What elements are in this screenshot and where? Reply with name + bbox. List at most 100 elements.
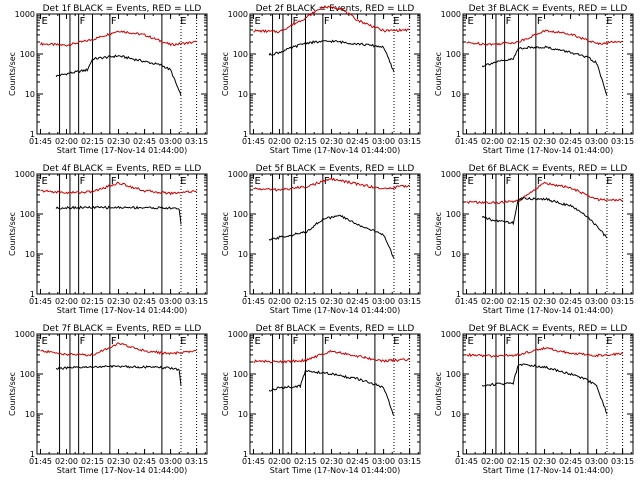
x-tick-label: 01:45: [242, 297, 265, 306]
y-tick-label: 10: [25, 250, 35, 259]
lld-series-line: [40, 342, 197, 357]
y-axis-label: Counts/sec: [8, 212, 17, 256]
y-axis-label: Counts/sec: [434, 52, 443, 96]
y-tick-label: 10: [25, 90, 35, 99]
y-tick-label: 1: [243, 450, 248, 459]
region-label: E: [467, 176, 473, 187]
region-label: E: [41, 176, 47, 187]
region-label: F: [111, 336, 117, 347]
lld-series-line: [253, 349, 410, 364]
lld-series-line: [253, 177, 410, 192]
chart-title: Det 1f BLACK = Events, RED = LLD: [43, 4, 202, 14]
y-tick-label: 100: [446, 210, 461, 219]
x-tick-label: 03:15: [185, 457, 208, 466]
x-tick-label: 03:00: [159, 457, 182, 466]
y-tick-label: 10: [451, 250, 461, 259]
region-label: F: [293, 336, 299, 347]
x-tick-label: 03:00: [585, 457, 608, 466]
events-series-line: [55, 364, 182, 387]
lld-series-line: [466, 29, 623, 46]
x-tick-label: 02:45: [559, 457, 582, 466]
chart-title: Det 6f BLACK = Events, RED = LLD: [469, 164, 628, 174]
region-label: F: [537, 16, 543, 27]
x-tick-label: 02:45: [346, 137, 369, 146]
chart-panel: Det 3f BLACK = Events, RED = LLD 1 10 100 10…: [434, 4, 634, 155]
region-label: F: [506, 16, 512, 27]
events-series-line: [481, 363, 608, 415]
region-label: F: [80, 176, 86, 187]
events-series-line: [268, 368, 395, 417]
y-tick-label: 1000: [15, 170, 35, 179]
y-tick-label: 100: [233, 370, 248, 379]
x-tick-label: 02:15: [294, 297, 317, 306]
y-tick-label: 100: [20, 210, 35, 219]
x-axis-label: Start Time (17-Nov-14 01:44:00): [57, 146, 187, 155]
region-label: F: [324, 16, 330, 27]
x-tick-label: 03:15: [611, 457, 634, 466]
x-tick-label: 02:15: [507, 137, 530, 146]
x-tick-label: 02:30: [320, 137, 343, 146]
x-tick-label: 03:15: [398, 297, 421, 306]
chart-title: Det 5f BLACK = Events, RED = LLD: [256, 164, 415, 174]
x-tick-label: 03:00: [372, 137, 395, 146]
y-tick-label: 1: [30, 450, 35, 459]
y-tick-label: 1: [243, 130, 248, 139]
region-label: E: [41, 336, 47, 347]
x-tick-label: 01:45: [455, 457, 478, 466]
x-tick-label: 01:45: [242, 137, 265, 146]
plot-frame: [249, 13, 421, 135]
x-tick-label: 02:00: [481, 457, 504, 466]
x-tick-label: 02:30: [533, 137, 556, 146]
y-tick-label: 10: [451, 410, 461, 419]
x-axis-label: Start Time (17-Nov-14 01:44:00): [270, 306, 400, 315]
region-label: E: [606, 16, 612, 27]
events-series-line: [481, 45, 608, 96]
x-axis-label: Start Time (17-Nov-14 01:44:00): [57, 306, 187, 315]
x-tick-label: 03:00: [372, 457, 395, 466]
chart-title: Det 2f BLACK = Events, RED = LLD: [256, 4, 415, 14]
x-tick-label: 01:45: [242, 457, 265, 466]
chart-title: Det 8f BLACK = Events, RED = LLD: [256, 324, 415, 334]
lld-series-line: [466, 346, 623, 358]
x-tick-label: 02:15: [294, 137, 317, 146]
x-tick-label: 02:00: [268, 137, 291, 146]
region-label: E: [180, 336, 186, 347]
y-tick-label: 10: [238, 410, 248, 419]
x-tick-label: 03:15: [185, 297, 208, 306]
x-tick-label: 02:30: [533, 297, 556, 306]
y-axis-label: Counts/sec: [434, 372, 443, 416]
chart-panel: Det 7f BLACK = Events, RED = LLD 1 10 100 10…: [8, 324, 208, 475]
y-tick-label: 100: [233, 210, 248, 219]
plot-frame: [36, 333, 208, 455]
chart-title: Det 7f BLACK = Events, RED = LLD: [43, 324, 202, 334]
region-label: F: [537, 336, 543, 347]
x-tick-label: 03:00: [585, 137, 608, 146]
y-tick-label: 100: [446, 370, 461, 379]
x-tick-label: 02:30: [533, 457, 556, 466]
chart-panel: Det 5f BLACK = Events, RED = LLD 1 10 100 10…: [221, 164, 421, 315]
y-tick-label: 1: [456, 290, 461, 299]
x-tick-label: 02:30: [320, 297, 343, 306]
region-label: E: [393, 16, 399, 27]
y-tick-label: 100: [233, 50, 248, 59]
x-axis-label: Start Time (17-Nov-14 01:44:00): [57, 466, 187, 475]
region-label: E: [467, 336, 473, 347]
plot-frame: [462, 333, 634, 455]
region-label: F: [111, 16, 117, 27]
y-tick-label: 1000: [441, 10, 461, 19]
region-label: F: [324, 336, 330, 347]
region-label: F: [506, 336, 512, 347]
x-tick-label: 03:00: [372, 297, 395, 306]
y-axis-label: Counts/sec: [434, 212, 443, 256]
y-tick-label: 1000: [228, 330, 248, 339]
y-tick-label: 10: [238, 250, 248, 259]
x-tick-label: 02:45: [559, 297, 582, 306]
x-tick-label: 02:15: [81, 137, 104, 146]
region-label: F: [506, 176, 512, 187]
chart-panel: Det 9f BLACK = Events, RED = LLD 1 10 100 10…: [434, 324, 634, 475]
events-series-line: [55, 205, 182, 225]
x-tick-label: 02:15: [294, 457, 317, 466]
x-tick-label: 01:45: [29, 457, 52, 466]
x-tick-label: 02:45: [346, 297, 369, 306]
x-tick-label: 02:45: [133, 297, 156, 306]
